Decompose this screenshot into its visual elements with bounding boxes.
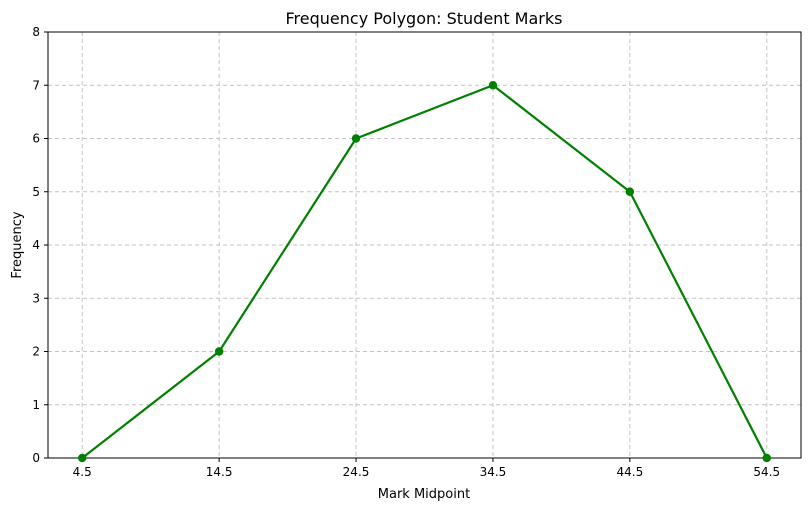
y-tick-label-2: 2 [32,345,40,359]
x-tick-label-2: 24.5 [343,465,370,479]
x-tick-label-5: 54.5 [753,465,780,479]
y-tick-label-1: 1 [32,398,40,412]
y-tick-label-7: 7 [32,78,40,92]
series-line-0 [81,84,768,459]
data-point-0-1 [214,347,224,356]
y-tick-label-6: 6 [32,132,40,146]
series-layer [78,81,771,463]
y-tick-label-3: 3 [32,291,40,305]
data-point-0-4 [625,187,635,196]
data-point-0-3 [488,81,498,90]
y-tick-label-5: 5 [32,185,40,199]
y-tick-label-8: 8 [32,25,40,39]
x-tick-label-3: 34.5 [480,465,507,479]
chart-title: Frequency Polygon: Student Marks [286,9,563,28]
grid-layer [48,31,801,459]
x-tick-label-4: 44.5 [617,465,644,479]
x-axis-title: Mark Midpoint [378,487,470,502]
x-tick-label-0: 4.5 [73,465,92,479]
y-tick-label-4: 4 [32,238,40,252]
data-point-0-5 [762,453,771,463]
tick-layer: 0 1 2 3 4 5 6 7 8 4.5 14.5 24.5 34.5 44.5 54.5 [32,25,780,479]
y-tick-label-0: 0 [32,451,40,465]
y-axis-title: Frequency [10,211,25,278]
data-point-0-0 [78,453,87,463]
x-tick-label-1: 14.5 [206,465,233,479]
data-point-0-2 [351,134,361,143]
